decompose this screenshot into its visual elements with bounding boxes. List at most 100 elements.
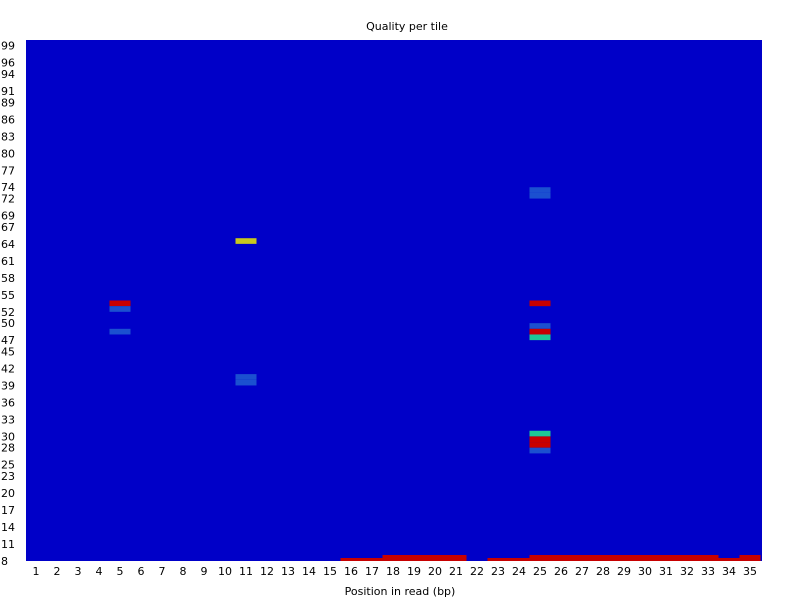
heatmap-cell [529, 328, 551, 335]
y-tick-label: 69 [1, 210, 15, 223]
y-tick-label: 23 [1, 470, 15, 483]
x-tick-label: 12 [260, 565, 274, 578]
x-tick-label: 30 [638, 565, 652, 578]
x-tick-label: 32 [680, 565, 694, 578]
low-quality-band-segment [508, 558, 530, 561]
low-quality-band-segment [655, 555, 677, 561]
x-tick-label: 26 [554, 565, 568, 578]
heatmap-cell [109, 328, 131, 335]
x-tick-label: 7 [159, 565, 166, 578]
x-axis-label: Position in read (bp) [345, 585, 456, 598]
heatmap-cell [529, 442, 551, 448]
y-tick-label: 39 [1, 379, 15, 392]
x-tick-label: 14 [302, 565, 316, 578]
y-tick-label: 96 [1, 57, 15, 70]
x-tick-label: 24 [512, 565, 526, 578]
x-tick-label: 18 [386, 565, 400, 578]
low-quality-band-segment [382, 555, 404, 561]
x-tick-label: 10 [218, 565, 232, 578]
y-tick-label: 50 [1, 317, 15, 330]
y-tick-label: 86 [1, 113, 15, 126]
y-tick-label: 11 [1, 538, 15, 551]
x-tick-label: 3 [75, 565, 82, 578]
y-tick-label: 8 [1, 555, 8, 568]
y-tick-label: 61 [1, 255, 15, 268]
low-quality-band-segment [340, 558, 362, 561]
y-tick-label: 14 [1, 521, 15, 534]
plot-background [26, 40, 762, 561]
x-tick-label: 25 [533, 565, 547, 578]
y-tick-label: 67 [1, 221, 15, 234]
low-quality-band-segment [634, 555, 656, 561]
chart-title: Quality per tile [366, 20, 448, 33]
x-tick-label: 5 [117, 565, 124, 578]
heatmap-cell [109, 306, 131, 312]
y-tick-label: 17 [1, 504, 15, 517]
x-tick-label: 6 [138, 565, 145, 578]
y-tick-label: 25 [1, 459, 15, 472]
y-tick-label: 20 [1, 487, 15, 500]
x-tick-label: 28 [596, 565, 610, 578]
x-tick-label: 17 [365, 565, 379, 578]
x-tick-label: 23 [491, 565, 505, 578]
low-quality-band [340, 555, 761, 561]
y-tick-label: 45 [1, 345, 15, 358]
x-tick-label: 31 [659, 565, 673, 578]
y-tick-label: 47 [1, 334, 15, 347]
y-tick-label: 80 [1, 147, 15, 160]
y-tick-label: 33 [1, 413, 15, 426]
low-quality-band-segment [529, 555, 551, 561]
y-tick-label: 99 [1, 40, 15, 53]
x-tick-label: 22 [470, 565, 484, 578]
heatmap-cell [529, 192, 551, 199]
y-tick-label: 91 [1, 85, 15, 98]
x-tick-label: 2 [54, 565, 61, 578]
low-quality-band-segment [550, 555, 572, 561]
y-tick-label: 28 [1, 442, 15, 455]
low-quality-band-segment [697, 555, 719, 561]
y-tick-label: 74 [1, 181, 15, 194]
low-quality-band-segment [361, 558, 383, 561]
heatmap-cell [529, 334, 551, 341]
x-tick-label: 35 [743, 565, 757, 578]
y-tick-label: 94 [1, 68, 15, 81]
y-tick-label: 42 [1, 362, 15, 375]
low-quality-band-segment [571, 555, 593, 561]
low-quality-band-segment [718, 558, 740, 561]
y-tick-label: 83 [1, 130, 15, 143]
x-tick-label: 9 [201, 565, 208, 578]
x-tick-label: 27 [575, 565, 589, 578]
low-quality-band-segment [739, 555, 761, 561]
x-axis-ticks: 1 2 3 4 5 6 7 8 9 10 11 12 13 14 15 16 17 18 19 20 21 22 23 24 2… [33, 565, 758, 578]
heatmap-cell [109, 300, 131, 307]
x-tick-label: 29 [617, 565, 631, 578]
low-quality-band-segment [592, 555, 614, 561]
x-tick-label: 4 [96, 565, 103, 578]
y-tick-label: 64 [1, 238, 15, 251]
heatmap-cell [529, 300, 551, 307]
low-quality-band-segment [403, 555, 425, 561]
x-tick-label: 19 [407, 565, 421, 578]
y-tick-label: 52 [1, 306, 15, 319]
x-tick-label: 1 [33, 565, 40, 578]
heatmap-cell [529, 436, 551, 443]
low-quality-band-segment [445, 555, 467, 561]
heatmap-cells [109, 187, 551, 454]
heatmap-cell [235, 379, 257, 386]
y-tick-label: 77 [1, 164, 15, 177]
heatmap-cell [235, 374, 257, 380]
low-quality-band-segment [424, 555, 446, 561]
x-tick-label: 33 [701, 565, 715, 578]
heatmap-cell [529, 187, 551, 193]
y-tick-label: 36 [1, 396, 15, 409]
low-quality-band-segment [487, 558, 509, 561]
y-tick-label: 30 [1, 430, 15, 443]
x-tick-label: 21 [449, 565, 463, 578]
x-tick-label: 11 [239, 565, 253, 578]
y-tick-label: 72 [1, 193, 15, 206]
x-tick-label: 34 [722, 565, 736, 578]
low-quality-band-segment [613, 555, 635, 561]
x-tick-label: 13 [281, 565, 295, 578]
